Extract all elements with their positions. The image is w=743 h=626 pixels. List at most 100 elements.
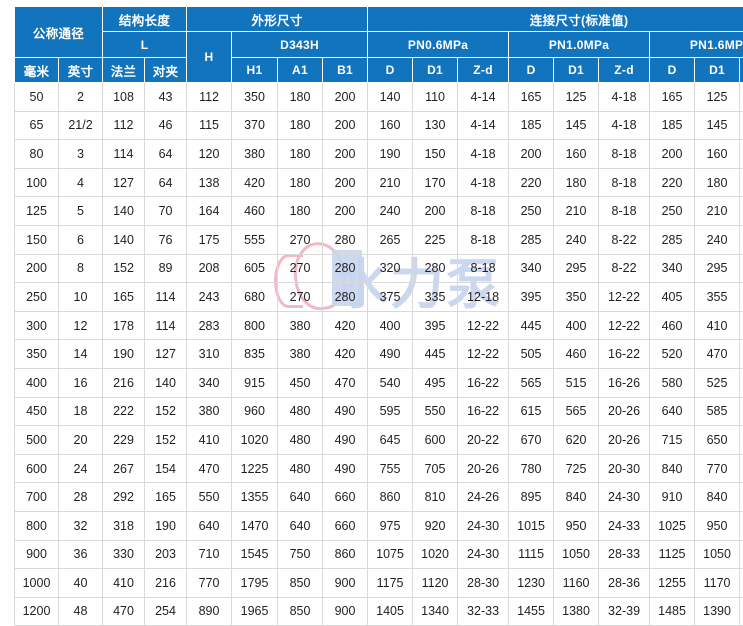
cell-flange: 292 xyxy=(103,483,145,512)
cell-h1: 1020 xyxy=(232,426,278,455)
cell-d1_10: 125 xyxy=(554,83,599,112)
cell-wafer: 46 xyxy=(145,111,187,140)
cell-b1: 490 xyxy=(323,426,368,455)
cell-zd06: 12-22 xyxy=(458,311,509,340)
cell-a1: 270 xyxy=(278,225,323,254)
cell-d16: 340 xyxy=(650,254,695,283)
cell-d1_06: 395 xyxy=(413,311,458,340)
cell-d1_16: 1390 xyxy=(695,597,740,626)
cell-d1_06: 1340 xyxy=(413,597,458,626)
cell-inch: 28 xyxy=(59,483,103,512)
cell-d06: 1405 xyxy=(368,597,413,626)
cell-mm: 450 xyxy=(15,397,59,426)
cell-zd06: 24-26 xyxy=(458,483,509,512)
cell-zd06: 16-22 xyxy=(458,368,509,397)
cell-inch: 4 xyxy=(59,168,103,197)
cell-h: 890 xyxy=(187,597,232,626)
cell-d06: 375 xyxy=(368,283,413,312)
cell-mm: 150 xyxy=(15,225,59,254)
cell-wafer: 152 xyxy=(145,426,187,455)
cell-d1_06: 600 xyxy=(413,426,458,455)
cell-d1_10: 725 xyxy=(554,454,599,483)
cell-b1: 900 xyxy=(323,569,368,598)
cell-h: 340 xyxy=(187,368,232,397)
cell-b1: 280 xyxy=(323,283,368,312)
cell-zd16: 20-36 xyxy=(740,454,743,483)
cell-h: 175 xyxy=(187,225,232,254)
cell-d16: 405 xyxy=(650,283,695,312)
cell-d1_16: 125 xyxy=(695,83,740,112)
cell-h: 410 xyxy=(187,426,232,455)
header-outline-dimensions: 外形尺寸 xyxy=(187,7,368,32)
cell-zd10: 16-22 xyxy=(599,340,650,369)
cell-zd06: 4-14 xyxy=(458,83,509,112)
cell-zd16: 8-18 xyxy=(740,140,743,169)
cell-d16: 910 xyxy=(650,483,695,512)
cell-d16: 460 xyxy=(650,311,695,340)
cell-d1_06: 200 xyxy=(413,197,458,226)
cell-h: 640 xyxy=(187,511,232,540)
cell-zd06: 8-18 xyxy=(458,197,509,226)
cell-d16: 1025 xyxy=(650,511,695,540)
cell-flange: 114 xyxy=(103,140,145,169)
cell-zd16: 24-39 xyxy=(740,511,743,540)
cell-h1: 420 xyxy=(232,168,278,197)
header-sub-pn06: PN0.6MPa xyxy=(368,32,509,58)
cell-d1_06: 1120 xyxy=(413,569,458,598)
cell-h: 380 xyxy=(187,397,232,426)
cell-b1: 200 xyxy=(323,111,368,140)
cell-b1: 200 xyxy=(323,197,368,226)
cell-d16: 200 xyxy=(650,140,695,169)
cell-zd16: 16-26 xyxy=(740,340,743,369)
cell-zd06: 8-18 xyxy=(458,225,509,254)
cell-d1_06: 335 xyxy=(413,283,458,312)
cell-zd06: 4-18 xyxy=(458,140,509,169)
cell-d1_06: 280 xyxy=(413,254,458,283)
cell-h1: 1225 xyxy=(232,454,278,483)
cell-wafer: 127 xyxy=(145,340,187,369)
cell-zd16: 4-18 xyxy=(740,83,743,112)
cell-zd10: 20-26 xyxy=(599,426,650,455)
cell-inch: 48 xyxy=(59,597,103,626)
cell-d1_10: 295 xyxy=(554,254,599,283)
cell-flange: 112 xyxy=(103,111,145,140)
cell-zd06: 24-30 xyxy=(458,511,509,540)
cell-d16: 250 xyxy=(650,197,695,226)
cell-flange: 190 xyxy=(103,340,145,369)
cell-zd10: 4-18 xyxy=(599,83,650,112)
cell-d1_10: 620 xyxy=(554,426,599,455)
cell-d10: 895 xyxy=(509,483,554,512)
cell-mm: 65 xyxy=(15,111,59,140)
cell-d06: 265 xyxy=(368,225,413,254)
cell-d1_10: 1160 xyxy=(554,569,599,598)
cell-d1_16: 145 xyxy=(695,111,740,140)
cell-b1: 860 xyxy=(323,540,368,569)
cell-d10: 1455 xyxy=(509,597,554,626)
cell-h1: 1470 xyxy=(232,511,278,540)
cell-d16: 185 xyxy=(650,111,695,140)
valve-dimensions-table: 公称通径 结构长度 外形尺寸 连接尺寸(标准值) L H D343H PN0.6… xyxy=(14,6,743,626)
cell-a1: 180 xyxy=(278,83,323,112)
header-col-a1: A1 xyxy=(278,58,323,83)
cell-a1: 480 xyxy=(278,454,323,483)
header-col-d-pn16: D xyxy=(650,58,695,83)
cell-mm: 50 xyxy=(15,83,59,112)
cell-flange: 152 xyxy=(103,254,145,283)
cell-inch: 16 xyxy=(59,368,103,397)
header-col-d1-pn10: D1 xyxy=(554,58,599,83)
header-col-h1: H1 xyxy=(232,58,278,83)
header-sub-pn10: PN1.0MPa xyxy=(509,32,650,58)
cell-zd10: 28-36 xyxy=(599,569,650,598)
cell-h1: 380 xyxy=(232,140,278,169)
cell-d06: 400 xyxy=(368,311,413,340)
cell-zd16: 20-30 xyxy=(740,397,743,426)
cell-wafer: 70 xyxy=(145,197,187,226)
cell-zd10: 8-18 xyxy=(599,140,650,169)
header-connection-dimensions: 连接尺寸(标准值) xyxy=(368,7,743,32)
cell-flange: 470 xyxy=(103,597,145,626)
cell-d1_16: 470 xyxy=(695,340,740,369)
